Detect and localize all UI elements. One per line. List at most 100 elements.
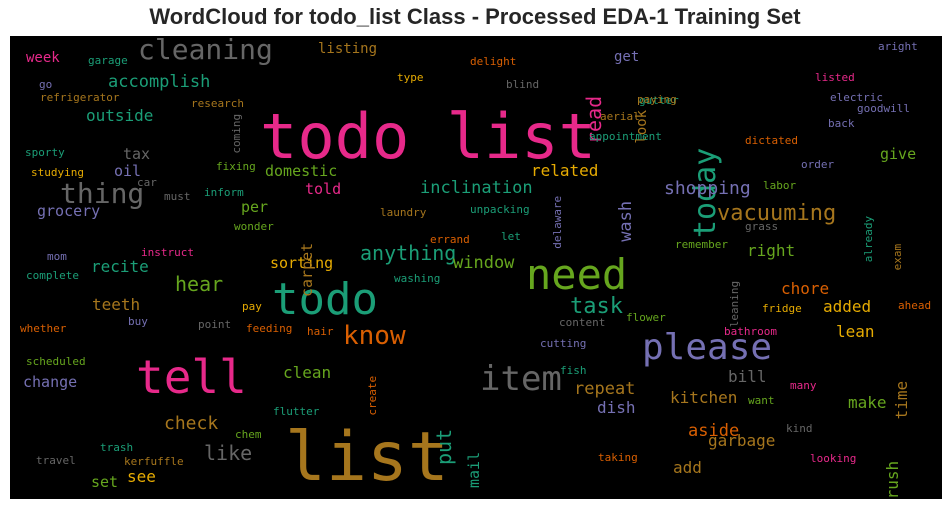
word-grass: grass xyxy=(745,220,779,233)
word-teeth: teeth xyxy=(92,295,141,314)
word-flower: flower xyxy=(626,311,666,324)
word-laundry: laundry xyxy=(380,206,427,219)
word-bathroom: bathroom xyxy=(724,325,777,338)
word-type: type xyxy=(397,71,424,84)
word-appointment: appointment xyxy=(589,130,662,143)
word-cleaning: cleaning xyxy=(138,36,273,66)
word-taking: taking xyxy=(598,451,638,464)
word-recite: recite xyxy=(91,257,149,276)
word-todo: todo xyxy=(272,274,378,325)
word-list: list xyxy=(285,418,449,497)
word-need: need xyxy=(526,250,628,299)
word-carpet: carpet xyxy=(298,242,316,297)
word-remember: remember xyxy=(675,238,728,251)
word-bill: bill xyxy=(728,367,767,386)
word-anything: anything xyxy=(360,241,457,265)
word-paying: paying xyxy=(637,93,677,106)
word-let: let xyxy=(501,230,521,243)
word-kind: kind xyxy=(786,422,813,435)
word-travel: travel xyxy=(36,454,76,467)
word-looking: looking xyxy=(810,452,857,465)
word-fixing: fixing xyxy=(216,160,256,173)
word-whether: whether xyxy=(20,322,67,335)
word-instruct: instruct xyxy=(141,246,194,259)
wordcloud-panel: todo list list todo need tell please item clean… xyxy=(10,36,942,499)
word-change: change xyxy=(23,373,78,391)
word-unpacking: unpacking xyxy=(470,203,530,216)
word-flutter: flutter xyxy=(273,405,320,418)
word-aright: aright xyxy=(878,40,918,53)
word-blind: blind xyxy=(506,78,540,91)
word-garage: garage xyxy=(88,54,128,67)
word-chore: chore xyxy=(781,279,830,298)
word-mom: mom xyxy=(47,250,67,263)
word-washing: washing xyxy=(394,272,441,285)
word-create: create xyxy=(366,375,379,416)
word-task: task xyxy=(570,294,623,319)
word-inform: inform xyxy=(204,186,244,199)
word-brush: brush xyxy=(883,460,902,499)
word-labor: labor xyxy=(763,179,797,192)
chart-title: WordCloud for todo_list Class - Processe… xyxy=(149,4,801,29)
word-oil: oil xyxy=(114,162,142,180)
word-delaware: delaware xyxy=(551,195,564,249)
word-sporty: sporty xyxy=(25,146,65,159)
word-content: content xyxy=(559,316,606,329)
word-clean: clean xyxy=(283,363,332,382)
word-window: window xyxy=(453,253,515,273)
word-lean: lean xyxy=(836,322,875,341)
word-put: put xyxy=(432,428,456,465)
word-tax: tax xyxy=(123,145,151,163)
word-complete: complete xyxy=(26,269,79,282)
word-back: back xyxy=(828,117,855,130)
word-add: add xyxy=(673,458,702,477)
word-right: right xyxy=(747,241,796,260)
word-vacuuming: vacuuming xyxy=(717,201,837,226)
word-give: give xyxy=(880,145,917,163)
word-goodwill: goodwill xyxy=(857,102,910,115)
word-check: check xyxy=(164,413,219,434)
word-make: make xyxy=(848,393,887,412)
word-todo-list: todo list xyxy=(260,100,596,173)
word-wonder: wonder xyxy=(234,220,274,233)
word-buy: buy xyxy=(128,315,148,328)
word-know: know xyxy=(343,321,406,351)
word-like: like xyxy=(204,441,253,465)
word-exam: exam xyxy=(891,243,904,271)
word-dictated: dictated xyxy=(745,134,798,147)
word-coming: coming xyxy=(230,113,243,154)
word-related: related xyxy=(531,161,599,180)
word-outside: outside xyxy=(86,106,154,125)
word-aside: aside xyxy=(688,421,740,441)
word-domestic: domestic xyxy=(265,162,338,180)
word-dish: dish xyxy=(597,398,636,417)
word-grocery: grocery xyxy=(37,202,101,220)
word-added: added xyxy=(823,297,872,316)
word-trash: trash xyxy=(100,441,134,454)
word-repeat: repeat xyxy=(574,379,636,399)
word-fish: fish xyxy=(560,364,587,377)
word-scheduled: scheduled xyxy=(26,355,86,368)
word-time: time xyxy=(892,380,911,420)
word-wash: wash xyxy=(616,200,636,242)
word-want: want xyxy=(748,394,775,407)
word-must: must xyxy=(164,190,191,203)
word-garbage: garbage xyxy=(708,431,776,450)
word-fridge: fridge xyxy=(762,302,802,315)
word-get: get xyxy=(614,49,640,65)
word-inclination: inclination xyxy=(420,178,533,198)
word-listed: listed xyxy=(815,71,855,84)
word-kerfuffle: kerfuffle xyxy=(124,455,184,468)
word-order: order xyxy=(801,158,835,171)
word-per: per xyxy=(241,198,269,216)
wordcloud-words: todo list list todo need tell please item clean… xyxy=(10,36,942,499)
word-set: set xyxy=(91,473,119,491)
word-chem: chem xyxy=(235,428,262,441)
word-listing: listing xyxy=(318,41,378,57)
word-sorting: sorting xyxy=(270,254,334,272)
word-mail: mail xyxy=(465,451,483,488)
word-cutting: cutting xyxy=(540,337,587,350)
word-point: point xyxy=(198,318,232,331)
word-studying: studying xyxy=(31,166,84,179)
word-many: many xyxy=(790,379,817,392)
